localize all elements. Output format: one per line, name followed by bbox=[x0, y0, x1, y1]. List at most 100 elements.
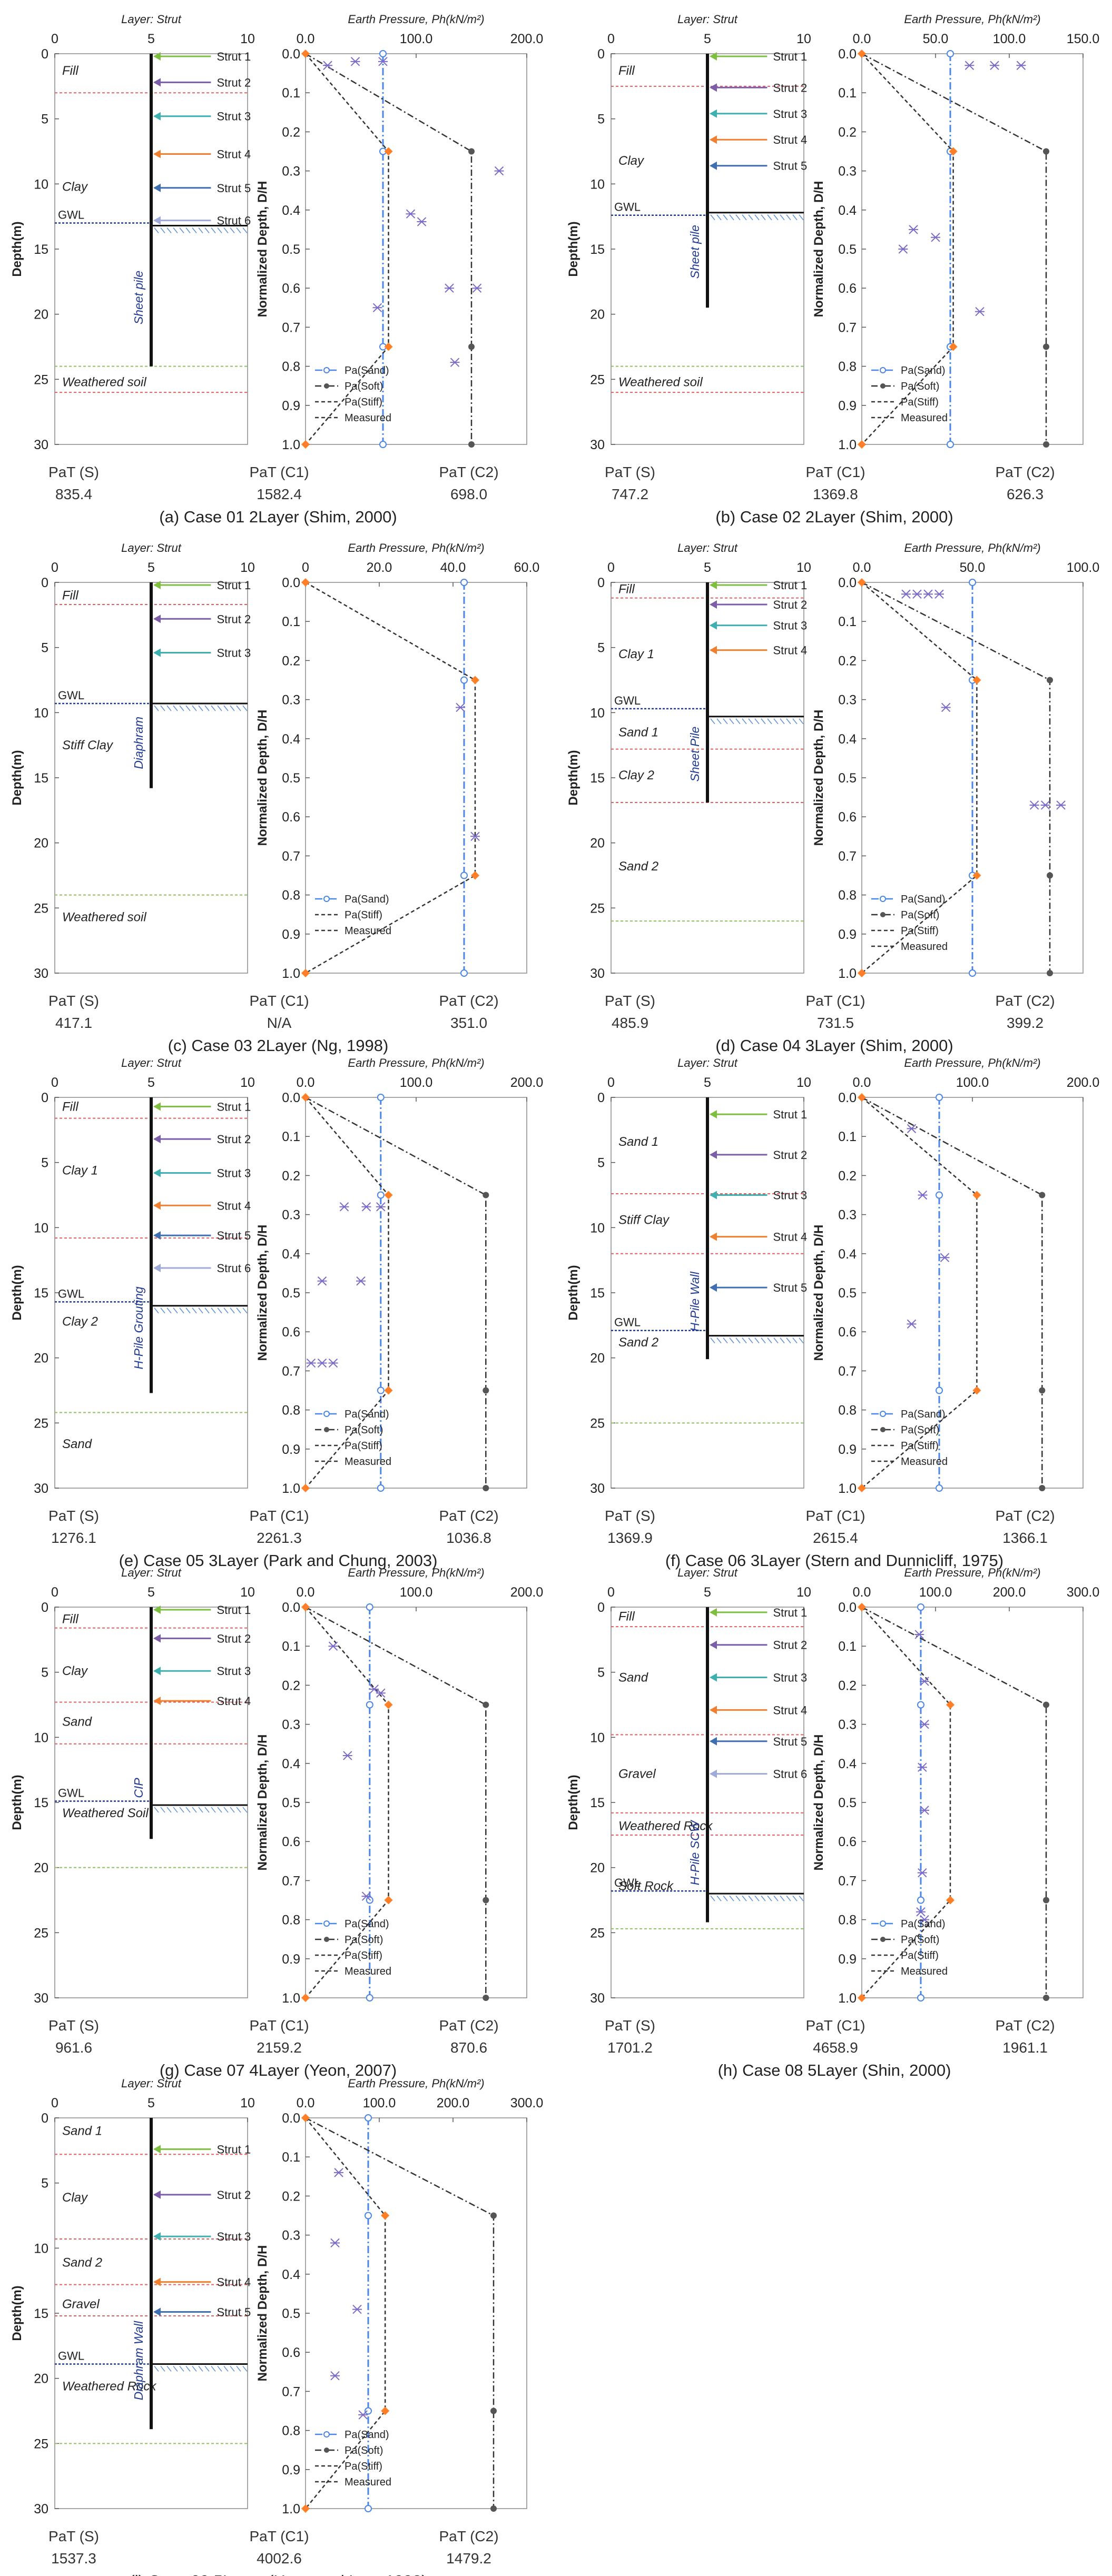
pressure-plot-frame bbox=[305, 2117, 527, 2509]
depth-tick: 15 bbox=[590, 242, 605, 257]
pa-soft-marker bbox=[483, 1485, 489, 1491]
excavation-hatch bbox=[160, 705, 165, 711]
strut-label: Strut 3 bbox=[773, 1189, 807, 1202]
excavation-hatch bbox=[754, 1895, 760, 1901]
pat-label: PaT (C2) bbox=[439, 1508, 498, 1524]
norm-depth-tick: 0.0 bbox=[282, 1091, 300, 1105]
depth-tick: 30 bbox=[590, 966, 605, 981]
strut-arrowhead bbox=[153, 1201, 161, 1210]
panel-caption: (i) Case 09 5Layer (Hong and Lee, 1992) bbox=[129, 2572, 427, 2576]
norm-depth-tick: 0.7 bbox=[838, 320, 857, 335]
pressure-x-tick: 50.0 bbox=[960, 560, 986, 575]
norm-depth-tick: 0.4 bbox=[282, 203, 300, 218]
strut-label: Strut 4 bbox=[217, 147, 251, 161]
measured-point bbox=[990, 61, 999, 70]
measured-point bbox=[417, 217, 427, 226]
excavation-hatch bbox=[198, 1807, 203, 1813]
excavation-hatch bbox=[242, 2365, 248, 2372]
strut-label: Strut 4 bbox=[773, 644, 807, 657]
depth-axis-label: Depth(m) bbox=[10, 221, 24, 276]
excavation-hatch bbox=[242, 1807, 248, 1813]
layer-name: Clay bbox=[62, 1664, 88, 1678]
measured-point bbox=[920, 1915, 929, 1925]
excavation-hatch bbox=[761, 718, 766, 725]
strut-arrowhead bbox=[710, 1110, 717, 1119]
norm-depth-tick: 0.1 bbox=[282, 1639, 300, 1654]
norm-depth-tick: 0.4 bbox=[282, 1247, 300, 1262]
pa-stiff-marker bbox=[384, 342, 393, 351]
norm-depth-tick: 0.4 bbox=[838, 1757, 857, 1771]
excavation-hatch bbox=[198, 1307, 203, 1314]
pat-label: PaT (C1) bbox=[805, 1508, 865, 1524]
pa-stiff-marker bbox=[301, 969, 310, 977]
strut-label: Strut 3 bbox=[217, 647, 251, 660]
pa-soft-marker bbox=[1039, 1192, 1046, 1198]
layer-plot-title: Layer: Strut bbox=[677, 1566, 738, 1579]
excavation-hatch bbox=[786, 718, 791, 725]
pressure-x-tick: 0.0 bbox=[853, 1075, 871, 1090]
depth-tick: 0 bbox=[597, 47, 605, 62]
norm-depth-tick: 0.6 bbox=[282, 1325, 300, 1340]
legend-marker bbox=[324, 2448, 329, 2453]
pa-stiff-marker bbox=[858, 1093, 866, 1102]
pat-value: 731.5 bbox=[817, 1015, 854, 1031]
measured-point bbox=[941, 702, 951, 712]
legend-marker bbox=[880, 367, 886, 374]
pa-stiff-marker bbox=[858, 1603, 866, 1611]
excavation-hatch bbox=[154, 227, 159, 233]
pressure-plot-frame bbox=[305, 1097, 527, 1489]
pressure-x-tick: 200.0 bbox=[1067, 1075, 1100, 1090]
layer-plot: Layer: Strut 0 5 10 0 5 10 15 20 25 30 Depth(m) Fill… bbox=[566, 13, 811, 452]
strut-arrowhead bbox=[710, 600, 717, 609]
pat-label: PaT (C2) bbox=[995, 1508, 1055, 1524]
pat-label: PaT (C2) bbox=[995, 2017, 1055, 2034]
norm-depth-tick: 0.8 bbox=[838, 1403, 857, 1418]
depth-tick: 25 bbox=[34, 901, 48, 916]
pa-stiff-marker bbox=[301, 578, 310, 587]
excavation-hatch bbox=[710, 214, 715, 221]
legend-marker bbox=[324, 383, 329, 389]
measured-point bbox=[356, 1276, 366, 1286]
layer-name: Fill bbox=[618, 64, 635, 78]
pressure-x-tick: 200.0 bbox=[510, 32, 544, 46]
norm-depth-tick: 0.9 bbox=[838, 927, 857, 942]
depth-tick: 20 bbox=[590, 1351, 605, 1366]
legend-label-stiff: Pa(Stiff) bbox=[345, 397, 382, 408]
depth-tick: 15 bbox=[590, 771, 605, 786]
strut-label: Strut 6 bbox=[773, 1768, 807, 1781]
measured-point bbox=[909, 225, 918, 234]
measured-point bbox=[323, 61, 332, 70]
pressure-x-tick: 300.0 bbox=[510, 2096, 544, 2111]
excavation-hatch bbox=[166, 705, 172, 711]
pat-label: PaT (S) bbox=[605, 993, 655, 1009]
layer-x-tick: 0 bbox=[51, 1075, 58, 1090]
layer-name: Fill bbox=[62, 589, 78, 603]
panel-caption: (f) Case 06 3Layer (Stern and Dunnicliff… bbox=[665, 1551, 1003, 1570]
measured-point bbox=[914, 1630, 924, 1639]
excavation-hatch bbox=[780, 1895, 785, 1901]
excavation-hatch bbox=[192, 705, 197, 711]
strut-label: Strut 2 bbox=[773, 1148, 807, 1162]
strut-arrowhead bbox=[710, 1640, 717, 1649]
legend-label-measured: Measured bbox=[345, 412, 391, 424]
pa-soft-marker bbox=[483, 1897, 489, 1904]
norm-depth-tick: 0.7 bbox=[282, 849, 300, 864]
layer-plot-title: Layer: Strut bbox=[121, 541, 182, 554]
strut-arrowhead bbox=[710, 1769, 717, 1778]
excavation-hatch bbox=[185, 1307, 191, 1314]
norm-depth-tick: 0.5 bbox=[838, 242, 857, 257]
excavation-hatch bbox=[223, 1807, 229, 1813]
strut-label: Strut 1 bbox=[773, 579, 807, 592]
norm-depth-axis-label: Normalized Depth, D/H bbox=[812, 710, 826, 846]
norm-depth-tick: 0.8 bbox=[838, 888, 857, 903]
layer-plot-title: Layer: Strut bbox=[121, 13, 182, 26]
excavation-hatch bbox=[204, 2365, 210, 2372]
excavation-hatch bbox=[217, 2365, 222, 2372]
pressure-plot-frame bbox=[861, 53, 1084, 445]
excavation-hatch bbox=[179, 1307, 184, 1314]
strut-arrowhead bbox=[153, 150, 161, 158]
strut-arrowhead bbox=[710, 135, 717, 144]
pat-label: PaT (S) bbox=[48, 993, 99, 1009]
layer-x-tick: 10 bbox=[796, 560, 811, 575]
gwl-label: GWL bbox=[58, 689, 84, 702]
